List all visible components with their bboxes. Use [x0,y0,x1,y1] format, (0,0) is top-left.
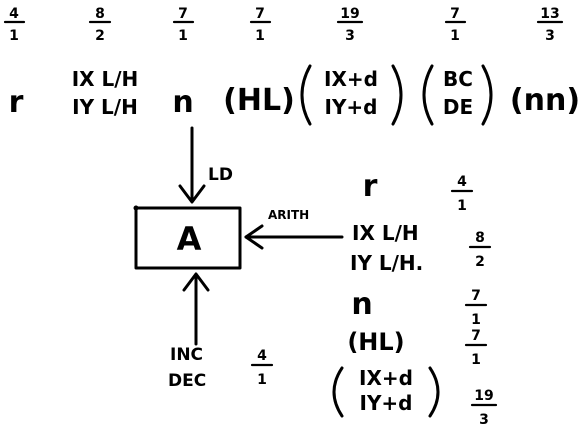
top-fraction-n-den: 1 [178,28,188,44]
source-indexed-left-paren [300,64,312,126]
incdec-line2: DEC [168,371,206,391]
source-pair-line1: BC [443,67,473,91]
arith-item-indexed-left-paren [332,366,344,418]
arith-item-hl: (HL) [347,328,404,356]
arith-item-n: n [351,287,372,322]
top-fraction-index-reg: 8 2 [88,6,112,44]
source-indexed-line2: IY+d [325,95,378,119]
incdec-fraction: 4 1 [250,348,274,388]
arith-item-indexed-num: 19 [474,388,493,404]
arith-item-index-reg-line2: IY L/H. [350,251,423,275]
arith-item-hl-den: 1 [471,352,481,368]
arith-arrow [244,224,344,250]
incdec-fraction-num: 4 [257,348,267,364]
incdec-line1: INC [170,345,203,365]
source-pair-left-paren [422,64,434,126]
source-index-reg-line2: IY L/H [72,95,138,119]
top-fraction-nn: 13 3 [536,6,564,44]
top-fraction-n: 7 1 [172,6,195,44]
top-fraction-hl: 7 1 [249,6,272,44]
incdec-fraction-den: 1 [257,372,267,388]
source-indexed: IX+d IY+d [300,64,403,126]
source-r: r [9,85,24,120]
arith-item-index-reg-den: 2 [475,254,485,270]
source-pair-right-paren [481,64,493,126]
incdec-arrow [182,272,210,346]
source-indexed-right-paren [391,64,403,126]
arith-item-indexed: IX+d IY+d [332,366,440,418]
register-a-box [134,206,242,270]
top-fraction-n-num: 7 [178,6,188,22]
arith-item-n-den: 1 [471,312,481,328]
top-fraction-hl-den: 1 [255,28,265,44]
top-fraction-indexed-den: 3 [345,28,355,44]
top-fraction-index-reg-den: 2 [95,28,105,44]
arith-item-hl-num: 7 [471,328,481,344]
arith-item-index-reg-line1: IX L/H [352,221,419,245]
top-fraction-pair: 7 1 [444,6,467,44]
arith-item-n-fraction: 7 1 [464,288,488,328]
arith-label: ARITH [268,208,309,222]
source-index-reg-line1: IX L/H [72,67,139,91]
top-fraction-r: 4 1 [3,6,26,44]
ld-label: LD [208,165,233,185]
register-a: A [133,205,242,270]
register-a-corner-dot [133,205,139,211]
top-fraction-indexed: 19 3 [336,6,364,44]
source-n: n [172,85,193,120]
arith-item-r-den: 1 [457,198,467,214]
top-fraction-hl-num: 7 [255,6,265,22]
arith-item-r: r [363,169,378,204]
arith-item-indexed-right-paren [428,366,440,418]
arith-item-indexed-line1: IX+d [359,366,413,390]
source-pair: BC DE [422,64,493,126]
top-fraction-index-reg-num: 8 [95,6,105,22]
top-fraction-pair-den: 1 [450,28,460,44]
source-pair-line2: DE [443,95,473,119]
arith-item-r-fraction: 4 1 [450,174,474,214]
arith-item-index-reg-fraction: 8 2 [468,230,492,270]
top-fraction-nn-den: 3 [545,28,555,44]
arith-item-r-num: 4 [457,174,467,190]
arith-item-hl-fraction: 7 1 [464,328,488,368]
arith-item-indexed-line2: IY+d [360,391,413,415]
register-a-label: A [177,220,202,258]
arith-item-index-reg-num: 8 [475,230,485,246]
source-hl: (HL) [223,83,295,118]
top-fraction-pair-num: 7 [450,6,460,22]
top-fraction-r-num: 4 [9,6,19,22]
arith-item-indexed-fraction: 19 3 [470,388,498,428]
top-fraction-r-den: 1 [9,28,19,44]
arith-item-indexed-den: 3 [479,412,489,428]
source-nn: (nn) [510,83,580,118]
top-fraction-indexed-num: 19 [340,6,359,22]
source-indexed-line1: IX+d [324,67,378,91]
ld-arrow [178,126,206,204]
arith-item-n-num: 7 [471,288,481,304]
top-fraction-nn-num: 13 [540,6,559,22]
